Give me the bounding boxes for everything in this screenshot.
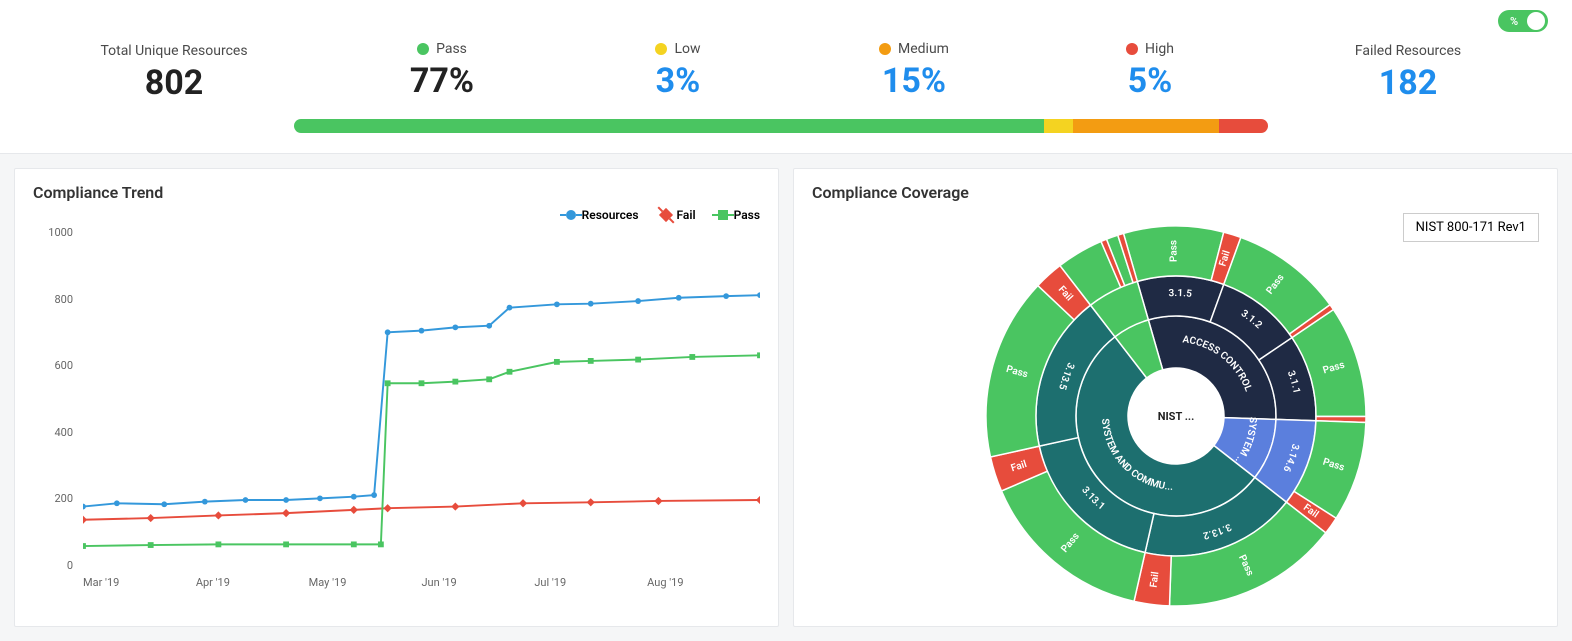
svg-text:3.1.5: 3.1.5: [1168, 288, 1192, 300]
stat-low: Low 3%: [560, 40, 796, 101]
stat-low-value: 3%: [560, 61, 796, 101]
svg-text:Pass: Pass: [1168, 240, 1179, 262]
stat-total-value: 802: [24, 63, 324, 103]
stat-total: Total Unique Resources 802: [24, 40, 324, 103]
stat-total-label: Total Unique Resources: [100, 43, 247, 59]
stat-high-value: 5%: [1032, 61, 1268, 101]
summary-bar: % Total Unique Resources 802 Pass 77% Lo…: [0, 0, 1572, 154]
stats-row: Total Unique Resources 802 Pass 77% Low …: [24, 12, 1548, 111]
legend-resources[interactable]: Resources: [566, 208, 639, 222]
stat-medium-value: 15%: [796, 61, 1032, 101]
legend-fail[interactable]: Fail: [661, 208, 696, 222]
trend-chart: 02004006008001000 Mar '19Apr '19May '19J…: [33, 226, 760, 596]
stat-pass-value: 77%: [324, 61, 560, 101]
toggle-knob: [1527, 12, 1545, 30]
dot-pass: [417, 43, 429, 55]
coverage-framework-selector[interactable]: NIST 800-171 Rev1: [1403, 213, 1539, 242]
trend-y-axis: 02004006008001000: [33, 226, 73, 572]
legend-fail-mark: [658, 208, 672, 222]
toggle-label: %: [1501, 15, 1527, 28]
svg-text:Fail: Fail: [1148, 571, 1161, 588]
coverage-title: Compliance Coverage: [812, 183, 1539, 202]
trend-legend: Resources Fail Pass: [33, 208, 760, 222]
stat-pass-label: Pass: [436, 41, 467, 57]
bar-segment: [1219, 119, 1268, 133]
stat-medium-label: Medium: [898, 41, 949, 57]
percent-toggle[interactable]: %: [1498, 10, 1548, 32]
bar-segment: [1073, 119, 1219, 133]
panel-coverage: Compliance Coverage NIST 800-171 Rev1 AC…: [793, 168, 1558, 627]
compliance-bar: [294, 119, 1268, 133]
trend-x-axis: Mar '19Apr '19May '19Jun '19Jul '19Aug '…: [83, 576, 760, 596]
trend-plot: [83, 232, 760, 561]
stat-high: High 5%: [1032, 40, 1268, 101]
stat-failed-value: 182: [1268, 63, 1548, 103]
dot-high: [1126, 43, 1138, 55]
stat-pass: Pass 77%: [324, 40, 560, 101]
stat-failed: Failed Resources 182: [1268, 40, 1548, 103]
bar-segment: [1044, 119, 1073, 133]
compliance-bar-wrap: [24, 111, 1548, 153]
legend-pass-mark: [718, 210, 728, 220]
legend-resources-mark: [566, 210, 576, 220]
stat-low-label: Low: [674, 41, 700, 57]
panel-trend: Compliance Trend Resources Fail Pass 020…: [14, 168, 779, 627]
legend-pass-label: Pass: [734, 208, 760, 222]
stat-medium: Medium 15%: [796, 40, 1032, 101]
dot-low: [655, 43, 667, 55]
svg-text:NIST ...: NIST ...: [1157, 410, 1194, 423]
coverage-sunburst: ACCESS CONTROLSYSTEM ...SYSTEM AND COMMU…: [976, 216, 1376, 616]
trend-title: Compliance Trend: [33, 183, 760, 202]
stat-failed-label: Failed Resources: [1355, 43, 1461, 59]
legend-fail-label: Fail: [677, 208, 696, 222]
legend-pass[interactable]: Pass: [718, 208, 760, 222]
dot-medium: [879, 43, 891, 55]
bar-segment: [294, 119, 1044, 133]
stat-high-label: High: [1145, 41, 1174, 57]
legend-resources-label: Resources: [582, 208, 639, 222]
